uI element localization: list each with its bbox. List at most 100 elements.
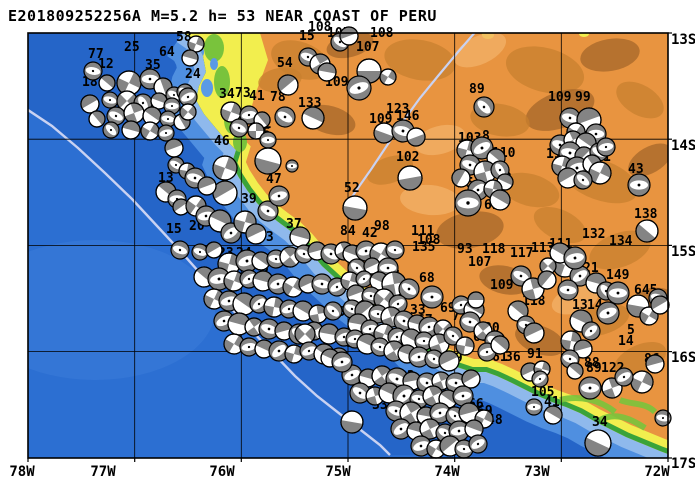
beachball	[121, 120, 141, 140]
map-label: 34	[219, 87, 235, 102]
beachball	[274, 321, 294, 341]
beachball	[398, 278, 420, 300]
map-label: 78	[270, 90, 286, 105]
map-label: 42	[362, 226, 378, 241]
beachball	[473, 96, 495, 118]
beachball	[259, 131, 277, 149]
beachball	[451, 168, 471, 188]
map-label: 117	[510, 246, 533, 261]
map-label: 91	[527, 347, 543, 362]
beachball	[229, 118, 249, 138]
beachball	[410, 435, 432, 457]
longitude-label: 74W	[434, 464, 460, 480]
map-label: 109	[490, 278, 513, 293]
beachball	[235, 249, 259, 273]
beachball	[461, 369, 481, 389]
beachball	[584, 429, 612, 457]
map-label: 5	[627, 323, 635, 338]
map-label: 135	[412, 240, 435, 255]
map-label: 123	[386, 102, 409, 117]
map-label: 118	[482, 242, 506, 257]
map-label: 132	[582, 227, 605, 242]
beachball	[468, 434, 488, 454]
beachball	[454, 189, 482, 217]
beachball	[539, 257, 557, 275]
beachball	[654, 409, 672, 427]
beachball	[523, 322, 545, 344]
beachball-layer	[80, 26, 672, 459]
map-label: 108	[417, 233, 441, 248]
beachball	[170, 240, 190, 260]
beachball	[531, 370, 549, 388]
beachball	[355, 270, 373, 288]
map-label: 14	[618, 334, 634, 349]
map-label: 24	[185, 67, 201, 82]
beachball	[244, 317, 264, 337]
map-label: 41	[249, 89, 265, 104]
beachball	[563, 246, 587, 270]
beachball	[88, 110, 106, 128]
beachball	[308, 304, 328, 324]
map-label: 52	[344, 181, 360, 196]
beachball	[102, 121, 120, 139]
beachball	[349, 382, 371, 404]
longitude-label: 78W	[9, 464, 35, 480]
longitude-label: 72W	[644, 464, 670, 480]
beachball	[289, 226, 311, 248]
beachball	[422, 385, 444, 407]
beachball	[205, 241, 223, 259]
beachball	[467, 291, 485, 309]
map-label: 149	[606, 268, 629, 283]
map-label: 111	[411, 224, 435, 239]
beachball	[292, 300, 314, 322]
map-label: 68	[419, 271, 435, 286]
latitude-label: 15S	[671, 244, 695, 260]
beachball	[254, 147, 282, 175]
map-label: 8	[482, 129, 490, 144]
map-label: 54	[277, 56, 293, 71]
beachball	[342, 195, 368, 221]
beachball	[178, 87, 198, 107]
map-label: 15	[166, 222, 182, 237]
map-label: 1	[603, 150, 611, 165]
beachball	[397, 165, 423, 191]
beachball	[197, 176, 217, 196]
beachball	[489, 189, 511, 211]
beachball	[458, 402, 480, 424]
beachball	[464, 419, 484, 439]
beachball	[635, 219, 659, 243]
beachball	[455, 336, 475, 356]
beachball	[429, 402, 451, 424]
beachball	[448, 420, 470, 442]
map-label: 89	[586, 361, 602, 376]
map-label: 34	[592, 415, 608, 430]
map-label: 89	[469, 82, 485, 97]
map-label: 36	[505, 350, 521, 365]
longitude-label: 77W	[90, 464, 116, 480]
map-label: 88	[584, 356, 600, 371]
beachball	[282, 276, 304, 298]
map-label: 113	[531, 241, 554, 256]
beachball	[390, 418, 412, 440]
map-label: 77	[88, 47, 104, 62]
map-label: 15	[299, 29, 315, 44]
map-label: 25	[124, 40, 140, 55]
map-label: 47	[266, 172, 282, 187]
beachball	[268, 185, 290, 207]
beachball	[83, 61, 103, 81]
latitude-label: 13S	[671, 32, 695, 48]
map-label: 46	[214, 134, 230, 149]
beachball	[346, 75, 372, 101]
map-label: 84	[340, 224, 356, 239]
beachball	[323, 301, 343, 321]
latitude-label: 14S	[671, 138, 695, 154]
beachball	[543, 405, 563, 425]
beachball	[277, 74, 299, 96]
map-label: 109	[548, 90, 571, 105]
beachball	[645, 354, 665, 374]
beachball	[406, 127, 426, 147]
beachball	[268, 340, 290, 362]
beachball	[301, 106, 325, 130]
map-label: 99	[575, 90, 591, 105]
map-label: 39	[241, 192, 257, 207]
